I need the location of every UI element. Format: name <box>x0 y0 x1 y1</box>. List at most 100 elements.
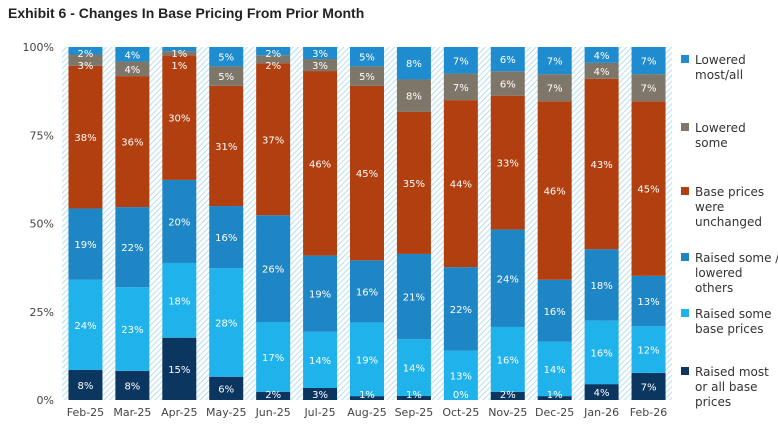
bar-segment <box>537 341 572 397</box>
bar-segment <box>115 207 150 288</box>
bar-segment <box>68 279 103 370</box>
data-label: 45% <box>356 169 378 180</box>
bar-segment <box>350 396 384 400</box>
data-label: 4% <box>124 50 140 61</box>
bar-segment <box>443 350 478 400</box>
bar-segment <box>256 215 291 323</box>
bar-segment <box>350 66 384 86</box>
data-label: 15% <box>168 365 190 376</box>
data-label: 36% <box>121 138 143 149</box>
data-label: 7% <box>547 57 563 68</box>
data-label: 2% <box>78 49 94 60</box>
data-label: 4% <box>124 65 140 76</box>
legend-label: some <box>695 136 728 150</box>
bar-segment <box>115 47 150 62</box>
data-label: 22% <box>450 305 472 316</box>
data-label: 46% <box>309 159 331 170</box>
bar-segment <box>631 326 666 373</box>
data-label: 1% <box>171 49 187 60</box>
data-label: 1% <box>171 61 187 72</box>
bar-segment <box>115 287 150 371</box>
data-label: 2% <box>500 390 516 401</box>
chart-title: Exhibit 6 - Changes In Base Pricing From… <box>8 5 365 21</box>
data-label: 16% <box>544 307 566 318</box>
legend-label: were <box>695 200 724 214</box>
legend-label: unchanged <box>695 215 762 229</box>
y-tick-label: 75% <box>30 129 54 142</box>
data-label: 23% <box>121 325 143 336</box>
bar-segment <box>68 208 103 280</box>
data-label: 1% <box>406 390 422 401</box>
legend-label: or all base <box>695 380 758 394</box>
bar-segment <box>303 71 338 256</box>
bar-segment <box>256 47 291 56</box>
data-label: 46% <box>544 187 566 198</box>
data-label: 6% <box>500 55 516 66</box>
bar-segment <box>303 331 338 388</box>
x-tick-label: Mar-25 <box>113 406 151 419</box>
bar-segment <box>490 391 525 400</box>
data-label: 37% <box>262 135 284 146</box>
bar-segment <box>256 322 291 392</box>
bar-segment <box>303 255 338 332</box>
legend-label: others <box>695 281 733 295</box>
bar-segment <box>584 62 619 79</box>
data-label: 5% <box>359 72 375 83</box>
bar-segment <box>490 95 525 230</box>
bar-segment <box>490 71 525 96</box>
bar-segment <box>256 55 291 64</box>
bar-segment <box>490 47 525 72</box>
x-tick-label: Aug-25 <box>347 406 386 419</box>
bar-segment <box>209 66 244 86</box>
bar-segment <box>537 279 572 342</box>
data-label: 8% <box>124 381 140 392</box>
data-label: 3% <box>312 390 328 401</box>
data-label: 3% <box>312 49 328 60</box>
bar-segment <box>350 85 384 261</box>
data-label: 14% <box>544 365 566 376</box>
bar-segment <box>443 73 478 101</box>
bar-segment <box>443 47 478 74</box>
data-label: 0% <box>453 390 469 401</box>
bar-segment <box>537 396 572 400</box>
bar-segment <box>162 262 197 338</box>
bar-segment <box>303 47 338 60</box>
data-label: 16% <box>215 233 237 244</box>
data-label: 16% <box>356 287 378 298</box>
x-tick-label: Jul-25 <box>303 406 335 419</box>
x-tick-label: Feb-25 <box>67 406 104 419</box>
y-tick-label: 25% <box>30 306 54 319</box>
data-label: 26% <box>262 265 284 276</box>
data-label: 2% <box>265 49 281 60</box>
data-label: 5% <box>218 53 234 64</box>
bar-segment <box>584 47 619 63</box>
data-label: 3% <box>78 61 94 72</box>
data-label: 7% <box>453 83 469 94</box>
data-label: 5% <box>359 53 375 64</box>
data-label: 22% <box>121 243 143 254</box>
bar-segment <box>396 253 431 340</box>
legend-swatch <box>681 309 689 317</box>
bar-segment <box>584 249 619 321</box>
bar-segment <box>490 326 525 392</box>
data-label: 18% <box>168 296 190 307</box>
bar-segment <box>350 47 384 67</box>
data-label: 7% <box>453 56 469 67</box>
data-label: 20% <box>168 217 190 228</box>
y-tick-label: 0% <box>37 394 54 407</box>
bar-segment <box>537 101 572 280</box>
legend-swatch <box>681 253 689 261</box>
bar-segment <box>303 59 338 72</box>
data-label: 21% <box>403 293 425 304</box>
data-label: 8% <box>78 381 94 392</box>
y-tick-label: 50% <box>30 218 54 231</box>
x-tick-label: Dec-25 <box>535 406 574 419</box>
data-label: 13% <box>450 371 472 382</box>
data-label: 43% <box>590 160 612 171</box>
bar-segment <box>490 229 525 327</box>
data-label: 28% <box>215 318 237 329</box>
x-tick-label: Jun-25 <box>255 406 291 419</box>
bar-segment <box>209 268 244 377</box>
data-label: 6% <box>218 384 234 395</box>
